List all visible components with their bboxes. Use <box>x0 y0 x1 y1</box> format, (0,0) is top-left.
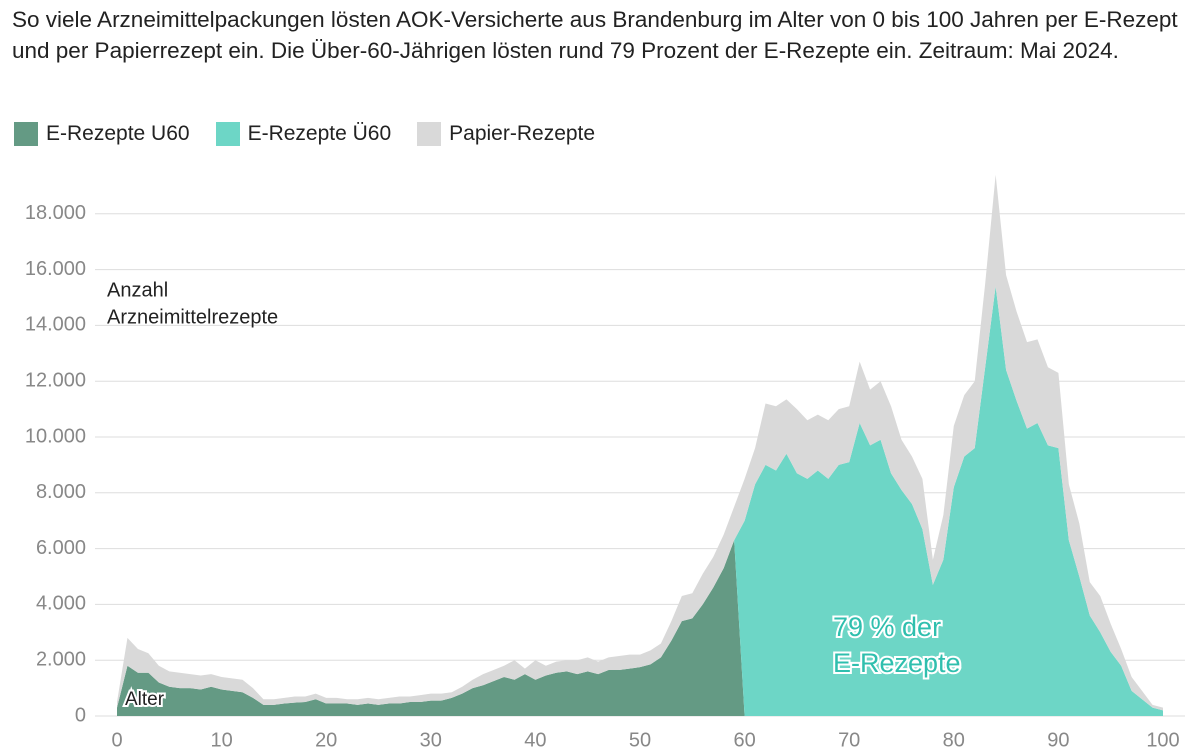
y-tick-label: 14.000 <box>25 314 86 336</box>
area <box>117 174 1163 711</box>
x-tick-label: 20 <box>315 729 337 750</box>
y-axis-label: Anzahl <box>107 279 168 301</box>
legend-item: E-Rezepte U60 <box>14 122 190 146</box>
y-tick-label: 2.000 <box>36 648 86 670</box>
area <box>117 540 1163 716</box>
annotation: E-Rezepte <box>833 648 961 678</box>
legend: E-Rezepte U60 E-Rezepte Ü60 Papier-Rezepte <box>14 122 595 146</box>
y-tick-label: 6.000 <box>36 537 86 559</box>
y-tick-label: 0 <box>75 704 86 726</box>
y-tick-label: 18.000 <box>25 202 86 224</box>
x-tick-label: 80 <box>943 729 965 750</box>
chart-title: So viele Arzneimittelpackungen lösten AO… <box>12 7 1178 63</box>
y-tick-label: 4.000 <box>36 593 86 615</box>
legend-swatch <box>215 122 240 146</box>
x-tick-label: 50 <box>629 729 651 750</box>
y-tick-label: 10.000 <box>25 425 86 447</box>
y-tick-label: 8.000 <box>36 481 86 503</box>
legend-item: E-Rezepte Ü60 <box>215 122 392 146</box>
x-tick-label: 10 <box>210 729 232 750</box>
x-tick-label: 0 <box>111 729 122 750</box>
legend-label: E-Rezepte U60 <box>46 122 190 145</box>
y-tick-label: 12.000 <box>25 369 86 391</box>
x-tick-label: 100 <box>1146 729 1179 750</box>
x-tick-label: 60 <box>733 729 755 750</box>
x-axis-label: Alter <box>125 689 165 710</box>
annotation: 79 % der <box>833 612 941 642</box>
legend-label: Papier-Rezepte <box>449 122 596 145</box>
legend-swatch <box>417 122 442 146</box>
y-axis-label: Arzneimittelrezepte <box>107 306 278 328</box>
x-tick-label: 90 <box>1047 729 1069 750</box>
x-tick-label: 30 <box>420 729 442 750</box>
legend-swatch <box>14 122 38 146</box>
x-tick-label: 40 <box>524 729 546 750</box>
area <box>117 286 1163 716</box>
legend-item: Papier-Rezepte <box>417 122 595 146</box>
x-tick-label: 70 <box>838 729 860 750</box>
y-tick-label: 16.000 <box>25 258 86 280</box>
legend-label: E-Rezepte Ü60 <box>247 122 392 145</box>
